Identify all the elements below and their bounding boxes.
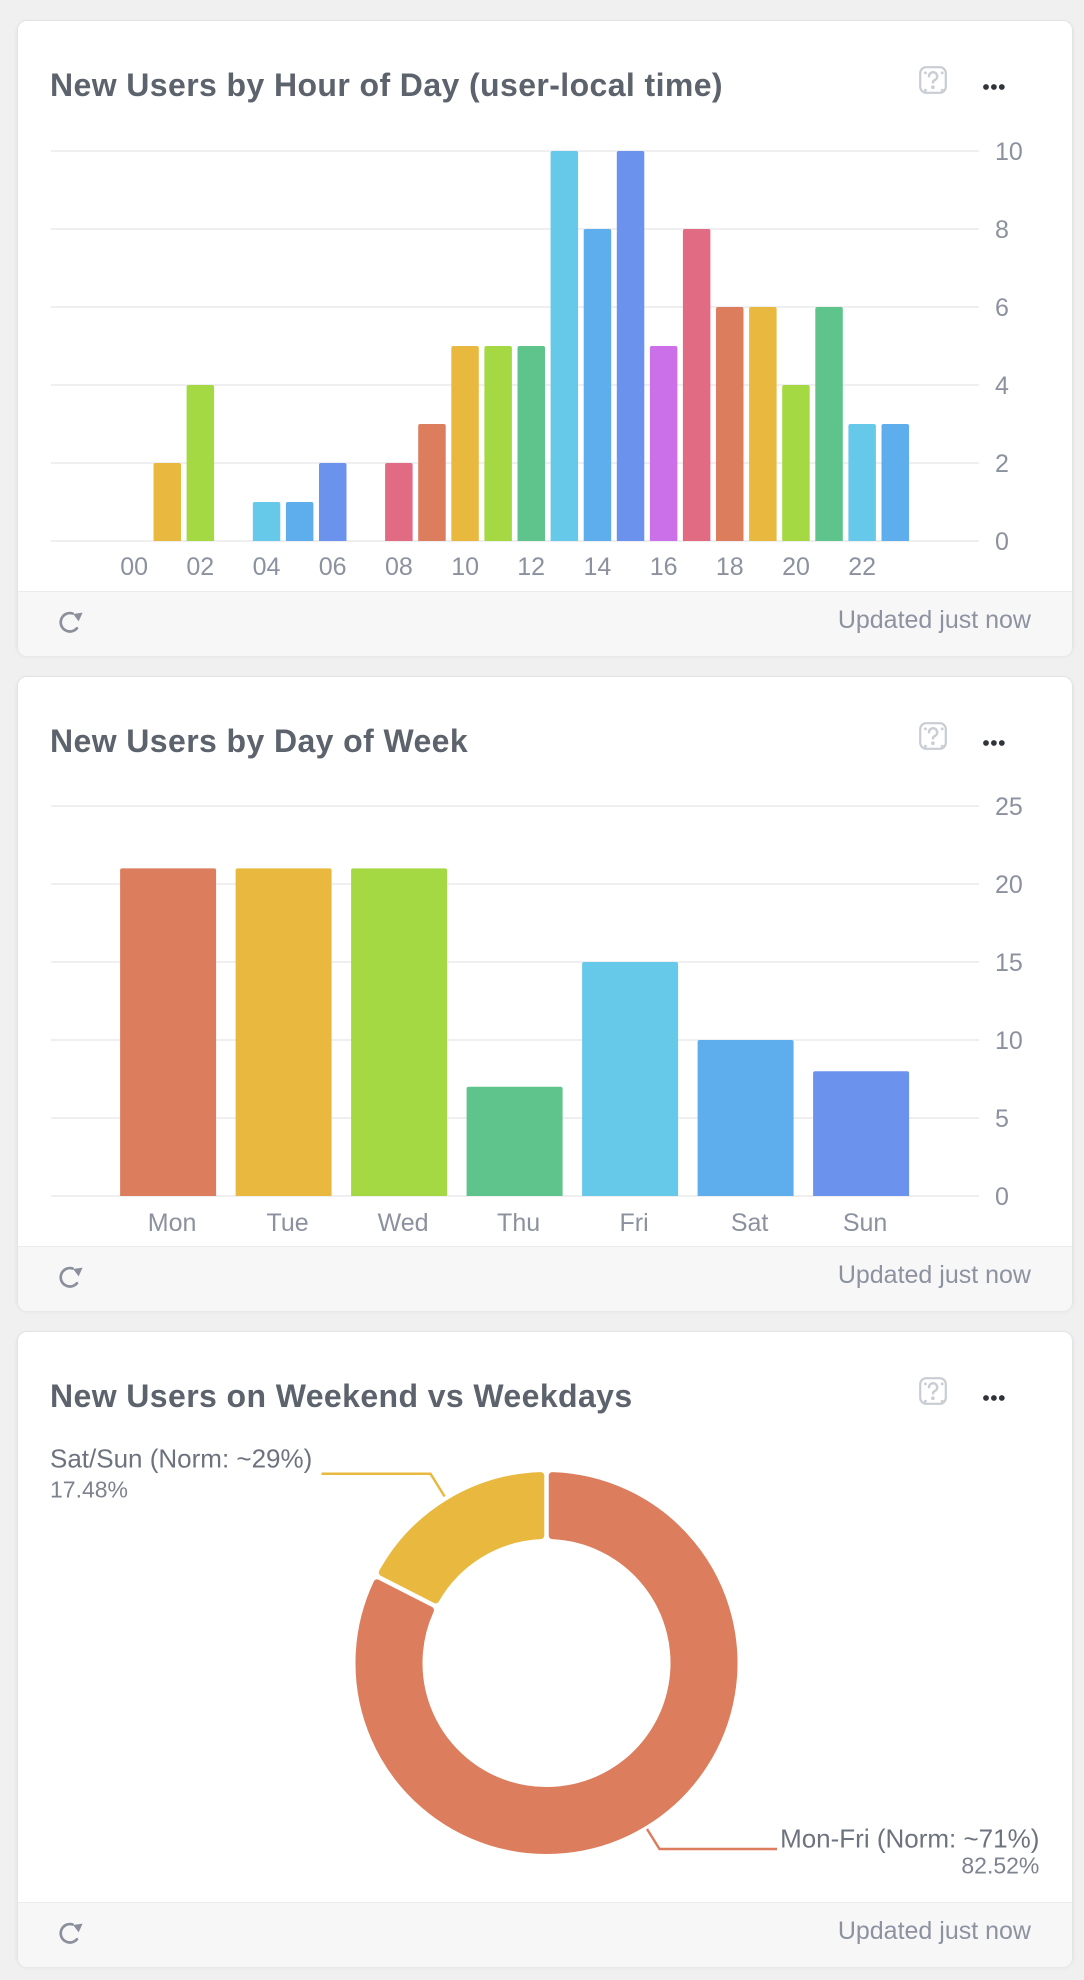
svg-text:08: 08	[385, 553, 413, 581]
svg-text:10: 10	[451, 553, 479, 581]
svg-text:Mon‑Fri (Norm: ~71%): Mon‑Fri (Norm: ~71%)	[780, 1824, 1039, 1854]
svg-text:8: 8	[995, 216, 1009, 244]
svg-text:04: 04	[253, 553, 281, 581]
svg-text:0: 0	[995, 528, 1009, 556]
svg-text:00: 00	[120, 553, 148, 581]
svg-text:10: 10	[995, 1027, 1023, 1055]
svg-text:20: 20	[995, 871, 1023, 899]
svg-text:16: 16	[650, 553, 678, 581]
svg-text:Wed: Wed	[378, 1209, 429, 1237]
svg-text:Mon: Mon	[148, 1209, 197, 1237]
svg-text:2: 2	[995, 450, 1009, 478]
svg-text:82.52%: 82.52%	[961, 1853, 1039, 1879]
svg-text:17.48%: 17.48%	[50, 1476, 128, 1502]
svg-text:Sat/Sun (Norm: ~29%): Sat/Sun (Norm: ~29%)	[50, 1444, 312, 1474]
svg-text:25: 25	[995, 793, 1023, 821]
svg-text:22: 22	[848, 553, 876, 581]
svg-text:0: 0	[995, 1183, 1009, 1211]
svg-text:6: 6	[995, 294, 1009, 322]
svg-text:14: 14	[583, 553, 611, 581]
svg-text:18: 18	[716, 553, 744, 581]
svg-text:4: 4	[995, 372, 1009, 400]
svg-text:06: 06	[319, 553, 347, 581]
svg-text:Thu: Thu	[497, 1209, 540, 1237]
svg-text:10: 10	[995, 138, 1023, 166]
svg-text:02: 02	[186, 553, 214, 581]
svg-text:Tue: Tue	[267, 1209, 309, 1237]
svg-text:Sun: Sun	[843, 1209, 887, 1237]
svg-text:Fri: Fri	[620, 1209, 649, 1237]
svg-text:Sat: Sat	[731, 1209, 769, 1237]
svg-text:20: 20	[782, 553, 810, 581]
svg-text:15: 15	[995, 949, 1023, 977]
svg-text:5: 5	[995, 1105, 1009, 1133]
svg-text:12: 12	[517, 553, 545, 581]
